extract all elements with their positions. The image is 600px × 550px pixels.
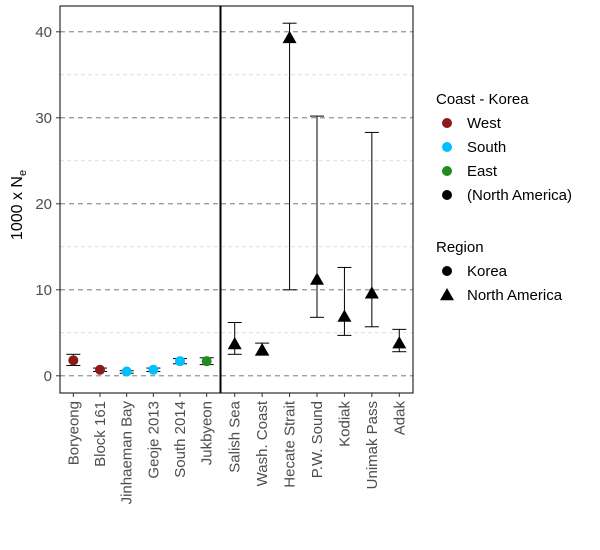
data-point: [282, 30, 297, 44]
legend-key: [442, 266, 452, 276]
data-point: [68, 355, 79, 366]
grid-layer: [60, 31, 413, 377]
x-tick-label: Salish Sea: [227, 400, 244, 472]
data-point: [392, 336, 407, 349]
y-tick-label: 0: [44, 368, 52, 385]
legend-label: North America: [467, 287, 563, 304]
legend-label: Korea: [467, 263, 508, 280]
y-tick-label: 20: [35, 196, 52, 213]
x-tick-label: Jukbyeon: [199, 401, 216, 465]
x-tick-label: Boryeong: [65, 401, 82, 465]
y-axis: 0 10 20 30 40: [35, 24, 60, 385]
x-tick-label: Unimak Pass: [364, 401, 381, 489]
data-point: [310, 272, 324, 285]
legend-title: Region: [436, 239, 484, 256]
x-tick-label: South 2014: [172, 401, 189, 478]
legend: Coast - Korea West South East (North America…: [436, 91, 572, 304]
data-point: [255, 343, 270, 356]
legend-key: [442, 166, 452, 176]
legend-key: [442, 190, 452, 200]
data-point: [227, 336, 242, 350]
x-axis: Boryeong Block 161 Jinhaeman Bay Geoje 2013…: [65, 393, 408, 504]
data-point: [364, 286, 379, 299]
y-axis-title: 1000 x Ne: [9, 170, 29, 240]
legend-title: Coast - Korea: [436, 91, 529, 108]
legend-label: (North America): [467, 187, 572, 204]
panel-frame-1: [59, 5, 221, 394]
x-tick-label: Wash. Coast: [254, 400, 271, 486]
data-point: [201, 356, 212, 367]
legend-key: [442, 142, 452, 152]
x-tick-label: Hecate Strait: [282, 400, 299, 488]
y-tick-label: 40: [35, 24, 52, 41]
legend-label: East: [467, 163, 498, 180]
x-tick-label: Jinhaeman Bay: [119, 401, 136, 505]
y-tick-label: 30: [35, 110, 52, 127]
panel-frames: [59, 5, 414, 394]
x-tick-label: Block 161: [92, 401, 109, 467]
data-point: [148, 364, 159, 375]
data-point: [337, 309, 352, 322]
data-point: [121, 366, 132, 377]
x-tick-label: Kodiak: [336, 401, 353, 447]
x-tick-label: P.W. Sound: [309, 401, 326, 478]
data-point: [95, 364, 105, 375]
y-axis-title-sub: e: [17, 170, 29, 176]
legend-label: West: [467, 115, 502, 132]
legend-label: South: [467, 139, 506, 156]
y-axis-title-main: 1000 x N: [9, 176, 26, 240]
marks-layer: [66, 22, 407, 377]
legend-key: [442, 118, 452, 128]
x-tick-label: Geoje 2013: [145, 401, 162, 479]
legend-key: [440, 288, 454, 301]
y-tick-label: 10: [35, 282, 52, 299]
x-tick-label: Adak: [391, 401, 408, 436]
data-point: [175, 356, 185, 367]
